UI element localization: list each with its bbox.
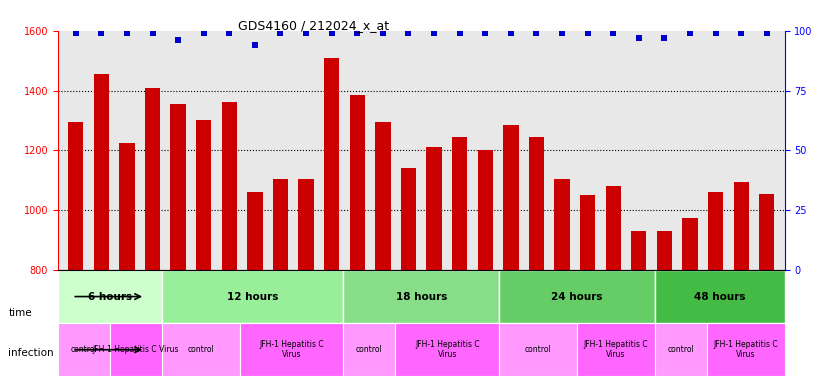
Text: control: control [525,345,552,354]
Text: control: control [188,345,214,354]
Bar [605,186,621,384]
Bar [426,147,442,384]
Bar [324,58,339,384]
Point [504,30,517,36]
Point [121,30,134,36]
Point [606,30,620,36]
Bar [554,179,570,384]
Text: control: control [70,345,97,354]
Point [734,30,748,36]
Bar [759,194,775,384]
Point [146,30,159,36]
FancyBboxPatch shape [577,323,655,376]
Bar [119,143,135,384]
FancyBboxPatch shape [344,323,396,376]
FancyBboxPatch shape [707,323,785,376]
Text: 18 hours: 18 hours [396,291,447,301]
Bar [68,122,83,384]
Bar [170,104,186,384]
Point [325,30,339,36]
Bar [733,182,749,384]
Text: 6 hours: 6 hours [88,291,132,301]
Text: control: control [356,345,382,354]
FancyBboxPatch shape [655,270,785,323]
Text: JFH-1 Hepatitis C
Virus: JFH-1 Hepatitis C Virus [259,340,324,359]
Text: infection: infection [8,348,54,358]
Bar [93,74,109,384]
Point [274,30,287,36]
Point [377,30,390,36]
Point [760,30,773,36]
Bar [401,168,416,384]
Point [581,30,594,36]
FancyBboxPatch shape [162,323,240,376]
FancyBboxPatch shape [344,270,499,323]
Point [529,30,543,36]
Bar [477,151,493,384]
Text: JFH-1 Hepatitis C
Virus: JFH-1 Hepatitis C Virus [584,340,648,359]
Point [478,30,491,36]
Bar [631,231,647,384]
Bar [196,121,211,384]
Point [555,30,568,36]
Text: 12 hours: 12 hours [227,291,278,301]
Text: JFH-1 Hepatitis C
Virus: JFH-1 Hepatitis C Virus [714,340,778,359]
Bar [273,179,288,384]
Bar [682,218,698,384]
Text: time: time [8,308,32,318]
Point [249,42,262,48]
FancyBboxPatch shape [240,323,344,376]
Bar [247,192,263,384]
Bar [708,192,724,384]
FancyBboxPatch shape [58,270,162,323]
Point [683,30,696,36]
Bar [580,195,596,384]
Point [95,30,108,36]
Point [69,30,83,36]
Point [223,30,236,36]
Bar [657,231,672,384]
FancyBboxPatch shape [58,323,110,376]
Point [657,35,671,41]
Point [427,30,440,36]
Point [197,30,211,36]
FancyBboxPatch shape [655,323,707,376]
Bar [221,103,237,384]
Bar [145,88,160,384]
Point [172,37,185,43]
Bar [375,122,391,384]
Text: JFH-1 Hepatitis C Virus: JFH-1 Hepatitis C Virus [93,345,179,354]
Text: JFH-1 Hepatitis C
Virus: JFH-1 Hepatitis C Virus [415,340,480,359]
FancyBboxPatch shape [162,270,344,323]
Point [300,30,313,36]
Bar [298,179,314,384]
Bar [529,137,544,384]
Point [351,30,364,36]
Point [632,35,645,41]
FancyBboxPatch shape [499,270,655,323]
Text: 48 hours: 48 hours [694,291,746,301]
Bar [503,125,519,384]
Point [709,30,722,36]
Point [453,30,466,36]
Bar [452,137,468,384]
FancyBboxPatch shape [499,323,577,376]
FancyBboxPatch shape [110,323,162,376]
Text: control: control [667,345,694,354]
Text: GDS4160 / 212024_x_at: GDS4160 / 212024_x_at [239,19,389,32]
Text: 24 hours: 24 hours [551,291,603,301]
FancyBboxPatch shape [396,323,499,376]
Point [402,30,415,36]
Bar [349,95,365,384]
